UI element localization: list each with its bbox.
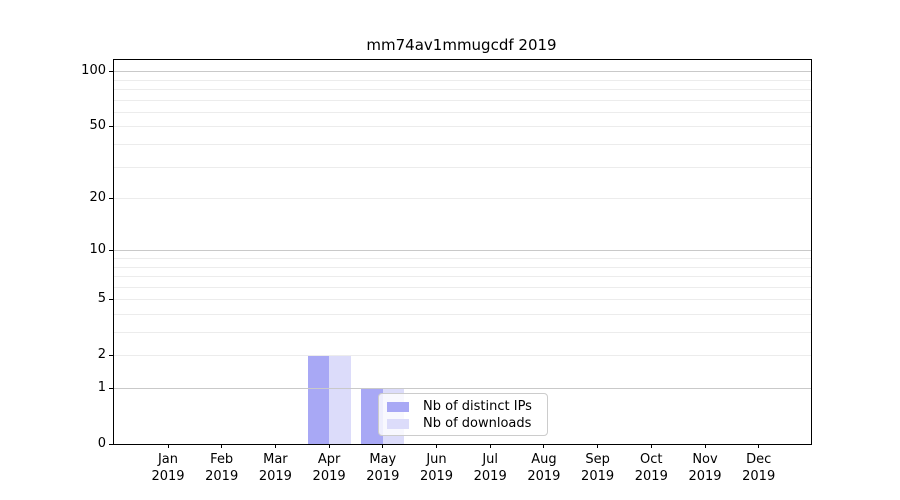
x-tick-month: May xyxy=(369,452,397,467)
chart-title: mm74av1mmugcdf 2019 xyxy=(366,36,557,54)
x-tick-label: Dec 2019 xyxy=(731,451,787,485)
y-tick xyxy=(109,70,113,72)
gridline-minor xyxy=(114,99,811,101)
legend-label-distinct-ips: Nb of distinct IPs xyxy=(423,399,532,414)
y-tick xyxy=(109,249,113,251)
y-tick xyxy=(109,443,113,445)
plot-area: Jan 2019 Feb 2019 Mar 2019 Apr 2019 May 2019 Jun 20… xyxy=(81,59,812,484)
x-tick-month: Jan xyxy=(157,452,179,467)
gridline-minor xyxy=(114,144,811,145)
gridline-minor xyxy=(114,111,811,113)
gridline-minor xyxy=(114,198,811,200)
x-tick xyxy=(436,444,437,448)
x-tick xyxy=(221,444,223,448)
y-tick-label: 1 xyxy=(97,380,106,395)
x-tick xyxy=(382,444,384,448)
x-tick-label: Jun 2019 xyxy=(409,451,465,485)
y-tick xyxy=(109,387,113,389)
bar-downloads xyxy=(329,355,351,444)
gridline-minor xyxy=(114,299,811,301)
x-tick-year: 2019 xyxy=(419,469,454,484)
gridline-minor xyxy=(114,276,811,278)
x-tick xyxy=(758,444,760,448)
x-tick-month: Feb xyxy=(210,452,234,467)
legend-item-distinct-ips: Nb of distinct IPs xyxy=(387,399,539,414)
x-tick-year: 2019 xyxy=(205,469,239,484)
y-tick xyxy=(109,354,113,356)
x-tick-label: May 2019 xyxy=(355,451,411,485)
x-tick xyxy=(597,444,599,448)
x-tick-month: Dec xyxy=(746,452,772,467)
x-tick xyxy=(274,444,276,448)
x-tick-year: 2019 xyxy=(688,469,722,484)
gridline-minor xyxy=(114,257,811,259)
x-tick-label: Sep 2019 xyxy=(570,451,626,485)
x-tick-year: 2019 xyxy=(366,469,400,484)
x-tick-year: 2019 xyxy=(527,469,561,484)
x-tick-year: 2019 xyxy=(312,469,346,484)
x-tick-year: 2019 xyxy=(742,469,776,484)
x-tick-month: Oct xyxy=(640,452,663,467)
x-tick-label: Oct 2019 xyxy=(623,451,679,485)
x-tick-label: Feb 2019 xyxy=(194,451,250,485)
y-tick-label: 100 xyxy=(81,63,106,79)
gridline-major xyxy=(114,250,811,252)
gridline-minor xyxy=(114,313,811,315)
x-tick xyxy=(650,444,652,448)
x-tick xyxy=(328,444,330,448)
gridline-minor xyxy=(114,286,811,288)
y-tick-label: 10 xyxy=(89,242,106,258)
y-tick-label: 2 xyxy=(97,347,106,363)
gridline-minor xyxy=(114,89,811,90)
x-tick-label: Jul 2019 xyxy=(462,451,518,485)
y-tick-label: 50 xyxy=(89,118,106,134)
gridline-minor xyxy=(114,166,811,168)
gridline-minor xyxy=(114,332,811,333)
x-tick-month: Jul xyxy=(482,452,499,467)
legend-swatch-downloads xyxy=(387,418,409,429)
x-tick-year: 2019 xyxy=(258,469,292,484)
x-tick-year: 2019 xyxy=(581,469,615,484)
x-tick-label: Aug 2019 xyxy=(516,451,572,485)
x-tick-month: Aug xyxy=(531,452,557,467)
x-tick-year: 2019 xyxy=(634,469,668,484)
gridline-minor xyxy=(114,266,811,268)
y-tick-label: 20 xyxy=(89,190,106,206)
bar-distinct-ips xyxy=(361,388,383,444)
x-tick-label: Nov 2019 xyxy=(677,451,733,485)
y-tick xyxy=(109,298,113,300)
x-tick-label: Mar 2019 xyxy=(247,451,303,485)
legend-label-downloads: Nb of downloads xyxy=(423,416,532,431)
gridline-major xyxy=(114,71,811,73)
y-tick-label: 5 xyxy=(97,291,106,307)
x-tick-month: Sep xyxy=(585,452,610,467)
gridline-major xyxy=(114,388,811,389)
y-tick-label: 0 xyxy=(97,436,106,451)
x-tick-month: Jun xyxy=(426,452,447,467)
x-tick xyxy=(167,444,169,448)
gridline-minor xyxy=(114,355,811,357)
y-tick xyxy=(109,197,113,199)
x-tick-year: 2019 xyxy=(151,469,185,484)
x-tick xyxy=(704,444,706,448)
x-tick-month: Mar xyxy=(263,452,288,467)
x-tick-month: Apr xyxy=(317,452,341,467)
x-tick xyxy=(543,444,545,448)
x-tick-month: Nov xyxy=(692,452,718,467)
x-tick-label: Apr 2019 xyxy=(301,451,357,485)
legend-swatch-distinct-ips xyxy=(387,401,409,412)
gridline-minor xyxy=(114,79,811,81)
y-tick xyxy=(109,125,113,127)
bar-distinct-ips xyxy=(307,355,330,444)
gridline-minor xyxy=(114,126,811,128)
x-tick-year: 2019 xyxy=(473,469,507,484)
x-tick xyxy=(489,444,491,448)
x-tick-label: Jan 2019 xyxy=(140,451,196,485)
legend: Nb of distinct IPs Nb of downloads xyxy=(378,393,548,436)
legend-item-downloads: Nb of downloads xyxy=(387,416,539,431)
